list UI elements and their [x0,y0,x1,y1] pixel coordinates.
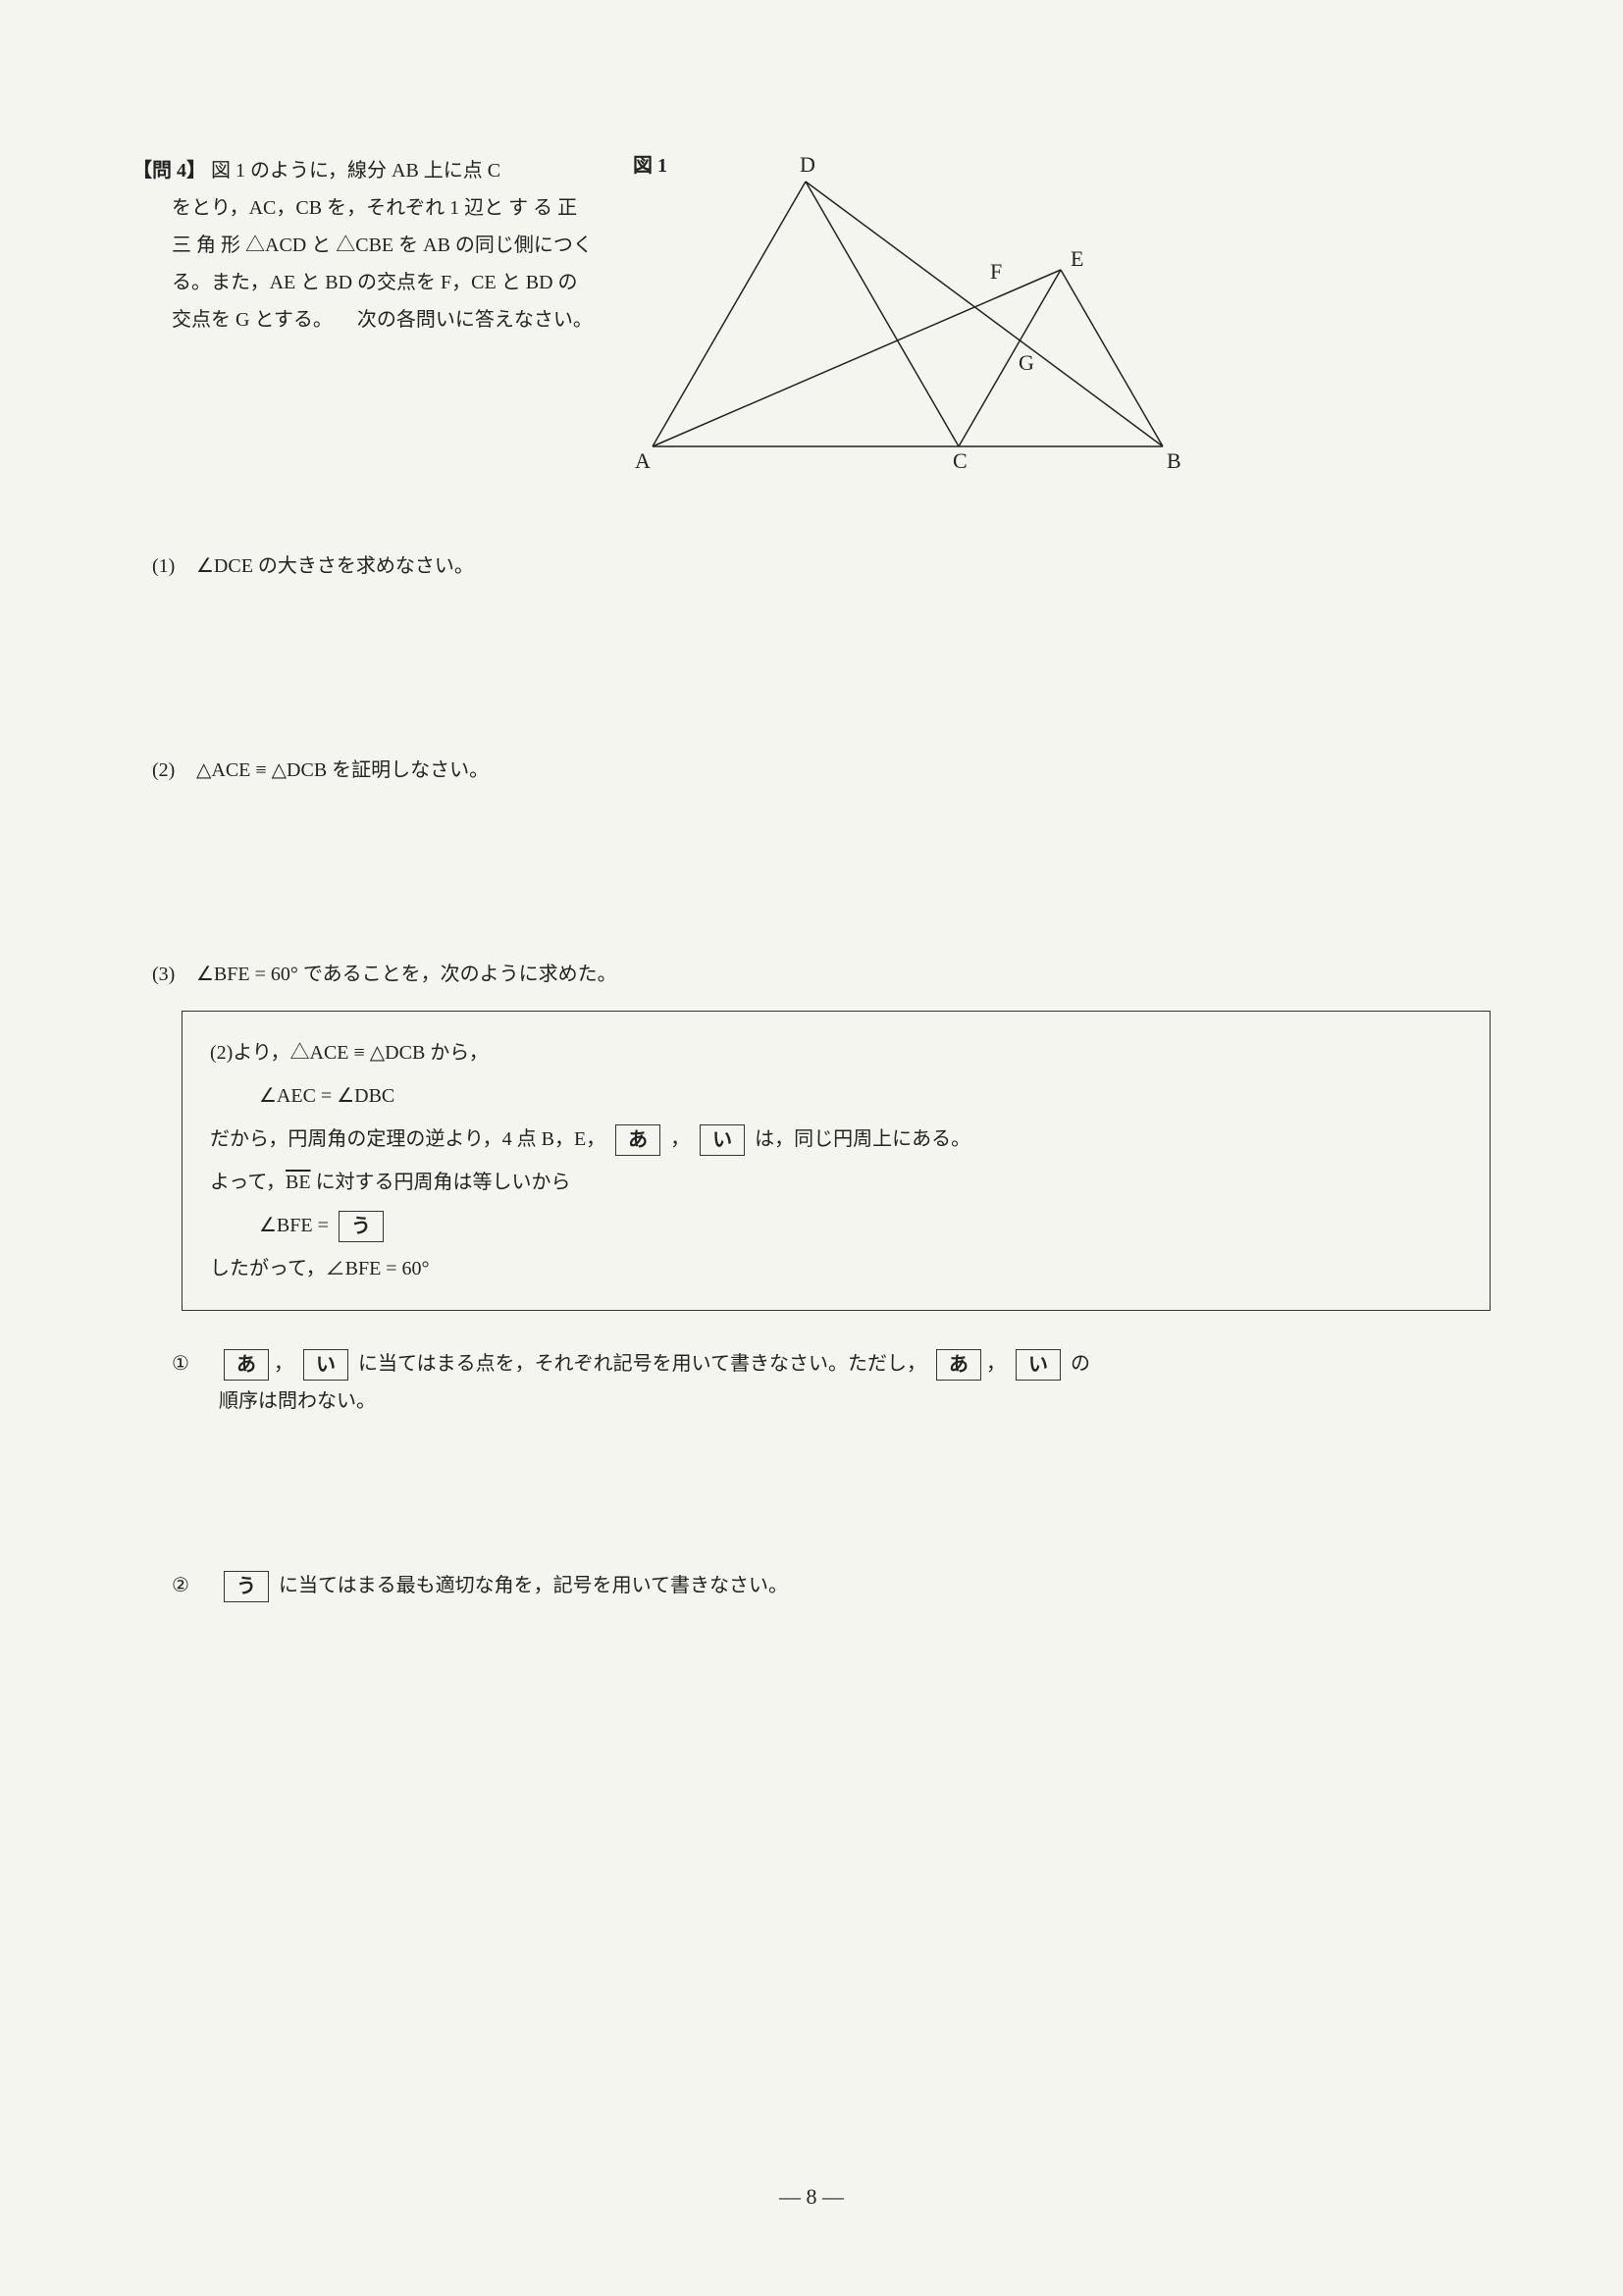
q2-text: △ACE ≡ △DCB を証明しなさい。 [196,759,489,781]
figure-label: 図 1 [633,147,667,184]
problem-line-0: 図 1 のように，線分 AB 上に点 C [211,160,500,182]
sq2-blank-u: う [224,1571,269,1602]
sq2-num: ② [172,1567,199,1604]
proof-l3a: だから，円周角の定理の逆より，4 点 B，E， [210,1128,605,1150]
q1-text: ∠DCE の大きさを求めなさい。 [196,555,474,577]
question-1: (1) ∠DCE の大きさを求めなさい。 [132,548,1491,585]
svg-text:A: A [635,448,651,473]
sq1-num: ① [172,1345,199,1383]
sq1-t4: の [1071,1353,1090,1375]
svg-text:C: C [953,448,968,473]
proof-l4b: に対する円周角は等しいから [311,1172,571,1193]
problem-line-5: とする。 [254,309,332,331]
sq2-t1: に当てはまる最も適切な角を，記号を用いて書きなさい。 [279,1575,788,1596]
proof-l1: (2)より，△ACE ≡ △DCB から， [210,1031,1462,1074]
blank-i: い [700,1124,745,1156]
blank-u: う [339,1211,384,1242]
sq1-line2: 順序は問わない。 [219,1383,1491,1420]
figure-1: 図 1 ABCDEFG [613,152,1491,498]
q3-text: ∠BFE = 60° であることを，次のように求めた。 [196,964,617,985]
sq1-blank-i2: い [1016,1349,1061,1381]
sq1-t1: ， [274,1353,293,1375]
problem-statement: 【問 4】 図 1 のように，線分 AB 上に点 C をとり，AC，CB を，そ… [132,152,594,339]
q2-num: (2) [152,752,191,789]
sq1-blank-i: い [303,1349,348,1381]
proof-l6: したがって，∠BFE = 60° [210,1247,1462,1290]
proof-l3: だから，円周角の定理の逆より，4 点 B，E， あ ， い は，同じ円周上にある… [210,1118,1462,1161]
svg-text:F: F [990,259,1002,284]
sq1-t3: ， [986,1353,1006,1375]
sq1-blank-a: あ [224,1349,269,1381]
subquestion-1: ① あ， い に当てはまる点を，それぞれ記号を用いて書きなさい。ただし， あ， … [132,1345,1491,1420]
q3-num: (3) [152,956,191,993]
proof-l3c: は，同じ円周上にある。 [755,1128,970,1150]
problem-line-1: をとり，AC，CB を，それぞれ 1 辺と [172,197,503,219]
sq1-blank-a2: あ [936,1349,981,1381]
proof-box: (2)より，△ACE ≡ △DCB から， ∠AEC = ∠DBC だから，円周… [182,1011,1491,1311]
blank-a: あ [615,1124,660,1156]
page-number: — 8 — [0,2176,1623,2218]
subquestion-2: ② う に当てはまる最も適切な角を，記号を用いて書きなさい。 [132,1567,1491,1604]
problem-line-6: 次の各問いに答えなさい。 [338,309,593,331]
svg-text:G: G [1019,350,1034,375]
sq1-t2: に当てはまる点を，それぞれ記号を用いて書きなさい。ただし， [358,1353,926,1375]
proof-l5: ∠BFE = う [210,1204,1462,1247]
svg-text:B: B [1167,448,1181,473]
proof-l4: よって，BE に対する円周角は等しいから [210,1161,1462,1204]
geometry-diagram: A B C D E F G [613,152,1202,486]
svg-text:D: D [800,152,815,177]
svg-text:E: E [1071,246,1083,271]
q1-num: (1) [152,548,191,585]
arc-be: BE [286,1172,311,1193]
question-3: (3) ∠BFE = 60° であることを，次のように求めた。 (2)より，△A… [132,956,1491,1311]
proof-l4a: よって， [210,1172,286,1193]
proof-l2: ∠AEC = ∠DBC [210,1074,1462,1118]
question-2: (2) △ACE ≡ △DCB を証明しなさい。 [132,752,1491,789]
proof-l3b: ， [670,1128,690,1150]
problem-label: 【問 4】 [132,160,206,182]
proof-l5a: ∠BFE = [259,1215,334,1236]
